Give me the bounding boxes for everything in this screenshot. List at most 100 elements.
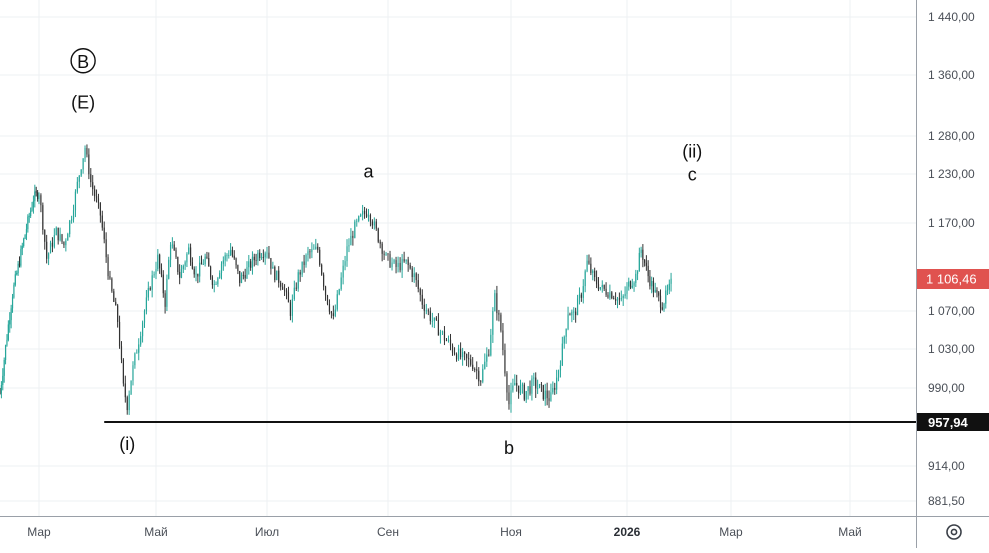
candle-body	[656, 290, 658, 293]
candle-body	[346, 246, 348, 262]
candle-body	[177, 256, 179, 272]
candle-body	[344, 261, 346, 266]
candle-body	[138, 344, 140, 353]
candle-body	[299, 272, 301, 275]
candle-body	[259, 252, 261, 259]
wave-label-circle	[70, 48, 96, 74]
candle-body	[239, 270, 241, 283]
candle-body	[651, 280, 653, 287]
candle-body	[82, 158, 84, 170]
y-tick-label: 990,00	[928, 381, 965, 395]
candle-body	[6, 339, 8, 346]
candle-body	[421, 294, 423, 305]
candle-body	[504, 350, 506, 374]
candle-body	[500, 314, 502, 331]
y-tick-label: 881,50	[928, 494, 965, 508]
candle-body	[588, 260, 590, 264]
candle-body	[640, 249, 642, 253]
candle-body	[160, 268, 163, 275]
candle-body	[287, 292, 290, 303]
x-tick-label: Май	[144, 525, 168, 539]
candle-body	[76, 181, 78, 192]
candle-body	[607, 294, 609, 298]
candle-body	[257, 252, 259, 261]
candle-body	[7, 324, 9, 340]
candle-body	[332, 313, 334, 316]
settings-button[interactable]	[941, 520, 967, 544]
candle-body	[415, 273, 417, 281]
candle-body	[468, 358, 470, 360]
candle-body	[597, 284, 600, 290]
candle-body	[620, 298, 622, 300]
candle-body	[455, 354, 458, 360]
candle-body	[356, 220, 358, 222]
candle-body	[307, 251, 309, 256]
candle-body	[27, 216, 29, 230]
candle-body	[49, 242, 52, 254]
candle-body	[175, 250, 177, 257]
candle-body	[645, 262, 647, 266]
candle-body	[389, 254, 391, 268]
x-tick-label: 2026	[614, 525, 641, 539]
candle-body	[209, 266, 212, 278]
candle-body	[117, 305, 119, 322]
candle-body	[164, 293, 166, 307]
wave-label: (i)	[119, 434, 135, 454]
candle-body	[153, 274, 155, 276]
candle-body	[285, 290, 288, 293]
y-tick-label: 1 280,00	[928, 129, 975, 143]
candle-body	[92, 182, 94, 190]
candle-body	[387, 253, 389, 255]
candle-body	[244, 275, 246, 279]
candle-body	[189, 247, 192, 263]
candle-body	[10, 308, 12, 321]
candle-body	[97, 198, 100, 203]
candle-body	[23, 238, 25, 246]
candle-body	[328, 303, 331, 312]
candle-body	[313, 248, 315, 250]
candle-body	[191, 262, 193, 269]
candle-body	[246, 267, 248, 279]
candle-body	[614, 299, 617, 301]
candle-body	[301, 261, 303, 275]
candle-body	[377, 228, 379, 242]
candle-body	[453, 352, 456, 355]
candle-body	[582, 286, 584, 298]
candle-body	[427, 310, 429, 312]
candle-body	[433, 317, 435, 321]
x-tick-label: Ноя	[500, 525, 522, 539]
candle-body	[317, 246, 319, 250]
settings-icon	[946, 524, 962, 540]
candle-body	[297, 272, 299, 289]
candle-body	[439, 332, 442, 336]
candle-body	[17, 263, 19, 274]
candle-body	[90, 174, 92, 183]
candle-body	[264, 253, 266, 258]
candle-body	[199, 262, 201, 277]
candle-body	[226, 255, 228, 256]
candle-body	[235, 258, 237, 266]
candle-body	[658, 292, 660, 296]
candle-body	[113, 291, 115, 302]
candle-body	[535, 377, 537, 389]
candle-body	[145, 297, 148, 312]
candle-body	[624, 293, 626, 296]
candle-body	[584, 271, 586, 287]
candle-body	[663, 303, 665, 310]
candle-body	[0, 393, 1, 395]
candle-body	[213, 284, 215, 286]
candle-body	[319, 249, 321, 265]
candle-body	[173, 244, 175, 251]
candle-body	[289, 302, 292, 316]
candle-body	[668, 283, 670, 290]
candle-body	[506, 373, 508, 393]
candle-body	[437, 319, 440, 336]
candle-body	[13, 284, 15, 298]
candle-body	[578, 294, 581, 299]
wave-labels: B (E) a (i) b (ii) c	[70, 48, 702, 458]
level-price-label: 957,94	[928, 415, 969, 430]
candle-body	[510, 390, 512, 405]
candle-body	[57, 227, 59, 241]
